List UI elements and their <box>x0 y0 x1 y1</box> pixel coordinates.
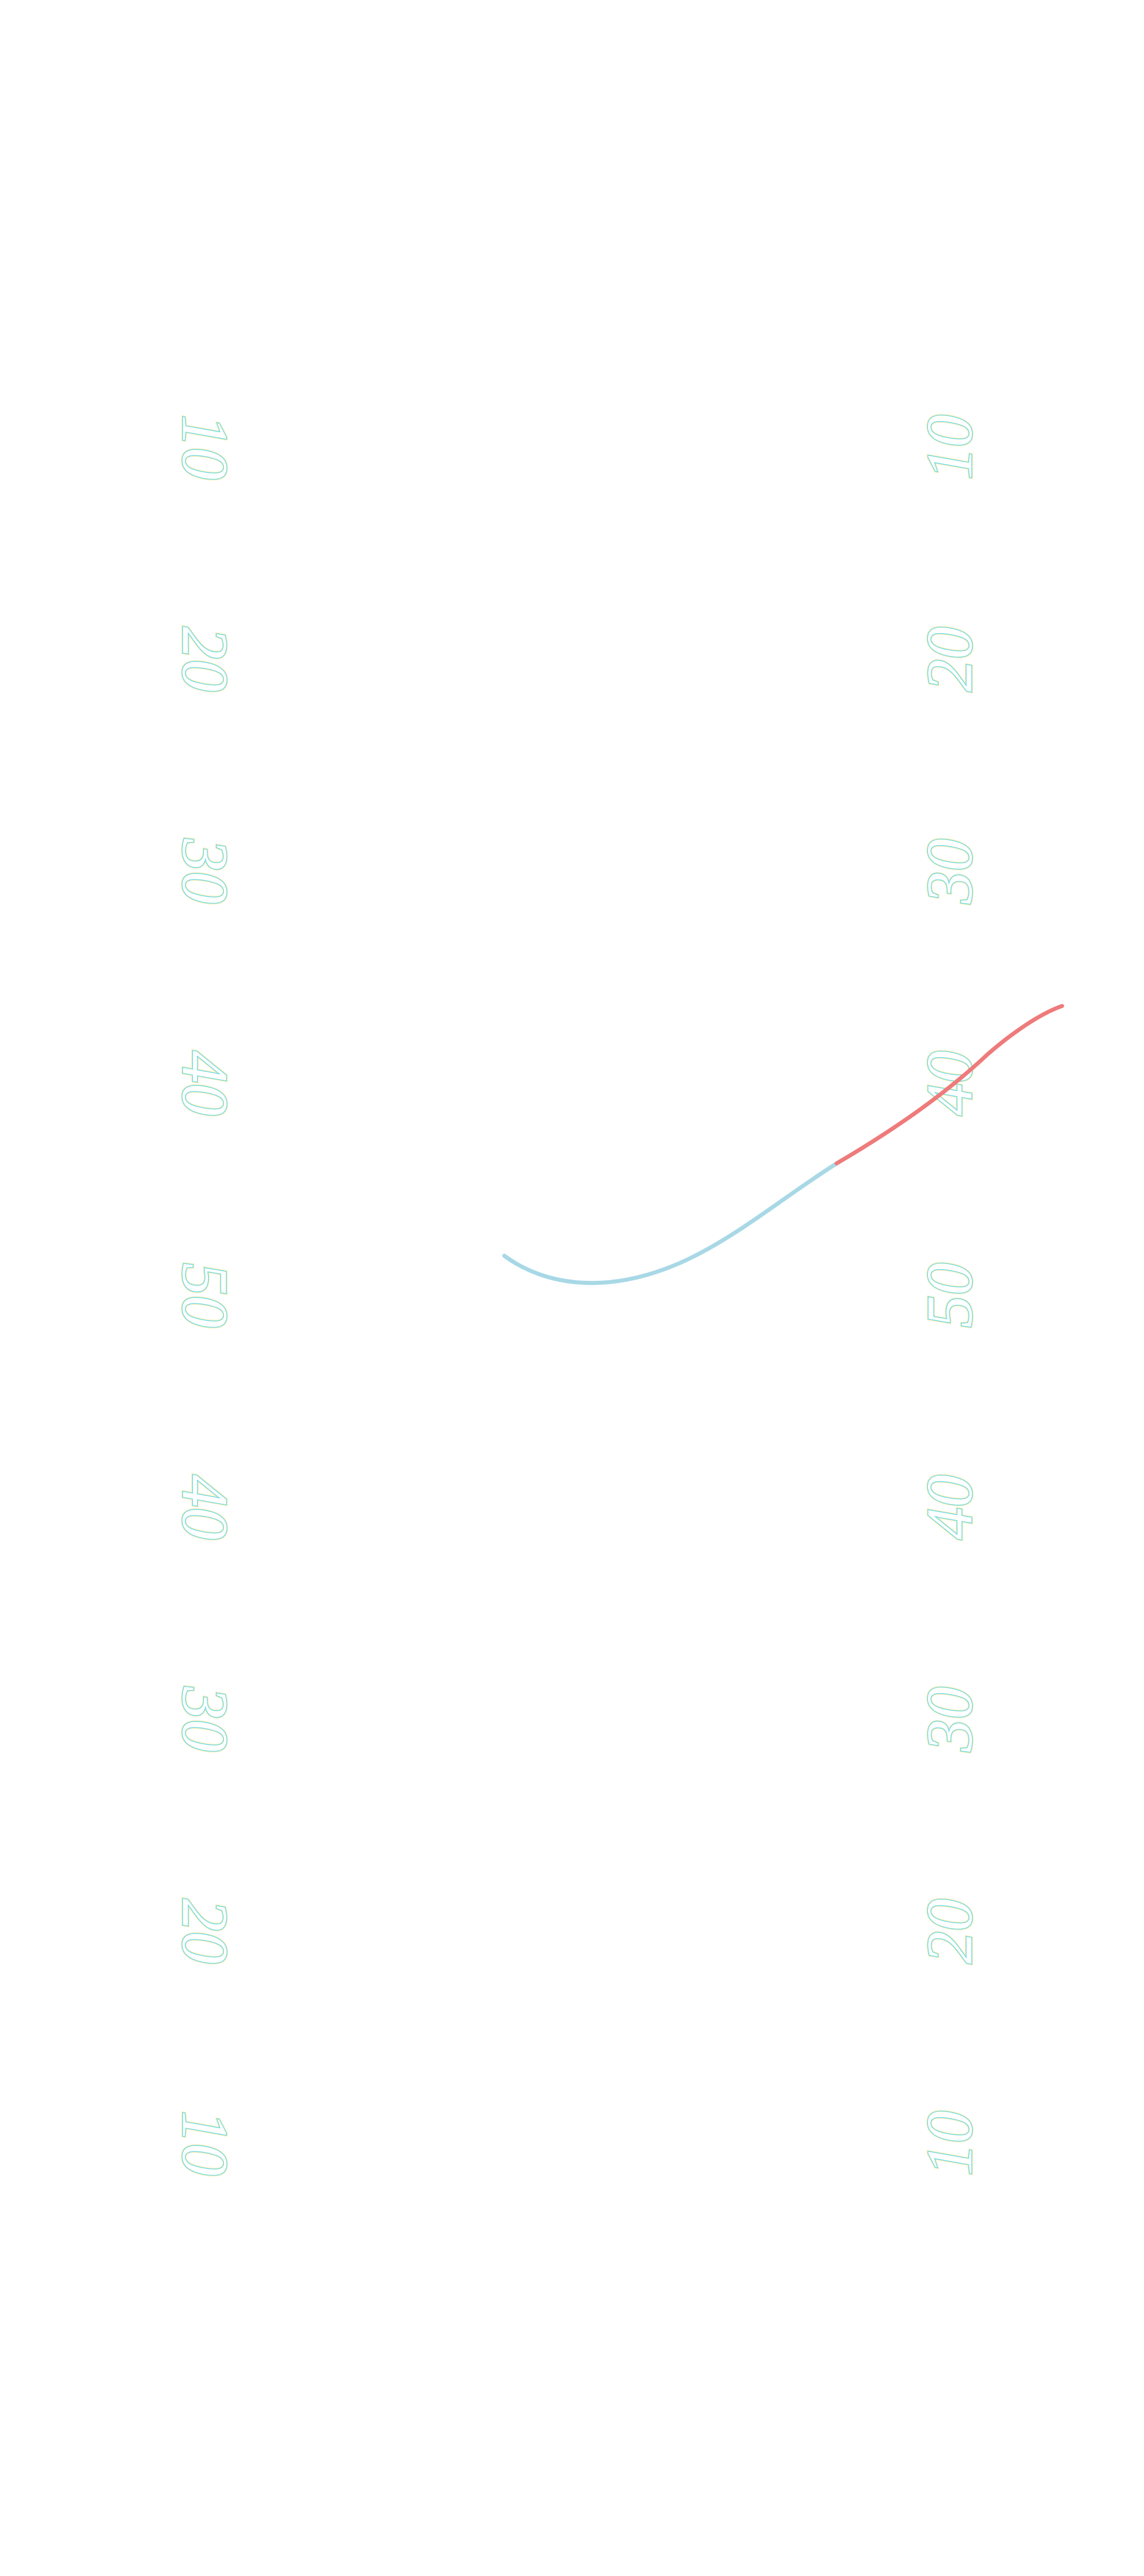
svg-text:10: 10 <box>168 415 241 480</box>
svg-text:10: 10 <box>168 2111 241 2176</box>
svg-text:20: 20 <box>914 627 986 692</box>
left-yard-labels: 10 10 20 20 30 30 40 40 50 50 40 40 30 3… <box>167 414 242 2178</box>
svg-text:20: 20 <box>168 627 241 692</box>
svg-text:10: 10 <box>914 415 986 480</box>
svg-text:40: 40 <box>168 1051 241 1116</box>
svg-text:20: 20 <box>168 1899 241 1964</box>
svg-text:20: 20 <box>914 1899 986 1964</box>
right-yard-label: 30 30 <box>913 838 988 906</box>
right-yard-labels: 10 10 20 20 30 30 40 40 50 50 40 40 30 3… <box>913 414 988 2178</box>
svg-text:10: 10 <box>914 2111 986 2176</box>
right-yard-label: 20 20 <box>913 1898 988 1966</box>
svg-text:40: 40 <box>914 1475 986 1540</box>
svg-text:50: 50 <box>914 1263 986 1328</box>
svg-text:10: 10 <box>168 2111 241 2176</box>
trajectory-segment-blue <box>502 1161 839 1285</box>
right-yard-label: 10 10 <box>913 2110 988 2178</box>
trajectory-segment-red <box>834 1004 1064 1166</box>
svg-text:40: 40 <box>914 1475 986 1540</box>
svg-text:30: 30 <box>168 838 241 904</box>
svg-text:40: 40 <box>168 1051 241 1116</box>
svg-text:10: 10 <box>914 2111 986 2176</box>
svg-text:30: 30 <box>168 838 241 904</box>
right-yard-label: 20 20 <box>913 626 988 694</box>
svg-text:20: 20 <box>914 1899 986 1964</box>
ball-trajectory <box>502 1004 1064 1285</box>
right-yard-label: 30 30 <box>913 1686 988 1754</box>
svg-text:50: 50 <box>914 1263 986 1328</box>
left-yard-label: 40 40 <box>167 1474 242 1542</box>
left-yard-label: 10 10 <box>167 414 242 482</box>
svg-text:20: 20 <box>168 627 241 692</box>
svg-text:40: 40 <box>168 1475 241 1540</box>
svg-text:50: 50 <box>168 1263 241 1328</box>
svg-text:30: 30 <box>914 839 986 904</box>
left-yard-label: 10 10 <box>167 2110 242 2178</box>
left-yard-label: 20 20 <box>167 626 242 694</box>
left-yard-label: 20 20 <box>167 1898 242 1966</box>
svg-text:30: 30 <box>914 1687 986 1752</box>
left-yard-label: 30 30 <box>167 1685 242 1754</box>
right-yard-label: 40 40 <box>913 1050 988 1118</box>
left-yard-label: 40 40 <box>167 1050 242 1118</box>
svg-text:10: 10 <box>168 415 241 480</box>
svg-text:20: 20 <box>168 1899 241 1964</box>
right-yard-label: 10 10 <box>913 414 988 482</box>
svg-text:30: 30 <box>914 839 986 904</box>
svg-text:50: 50 <box>168 1263 241 1328</box>
right-yard-label: 40 40 <box>913 1474 988 1542</box>
svg-text:30: 30 <box>168 1686 241 1752</box>
svg-text:40: 40 <box>168 1475 241 1540</box>
left-yard-label: 50 50 <box>167 1262 242 1330</box>
svg-text:10: 10 <box>914 415 986 480</box>
svg-text:30: 30 <box>914 1687 986 1752</box>
svg-text:30: 30 <box>168 1686 241 1752</box>
left-yard-label: 30 30 <box>167 837 242 906</box>
right-yard-label: 50 50 <box>913 1262 988 1330</box>
svg-text:20: 20 <box>914 627 986 692</box>
